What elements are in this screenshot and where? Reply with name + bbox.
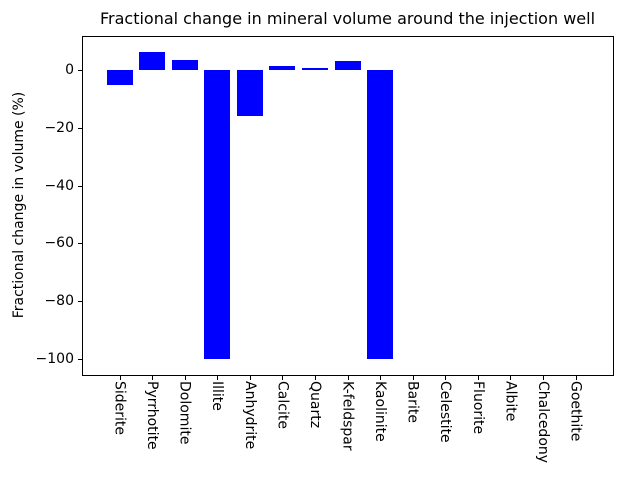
x-tick-label: Kaolinite — [372, 381, 389, 442]
y-tick-label: −80 — [44, 293, 74, 310]
x-tick — [282, 376, 284, 380]
x-tick-label: Goethite — [567, 381, 584, 442]
bar-calcite — [269, 66, 296, 71]
y-axis-label: Fractional change in volume (%) — [11, 91, 27, 319]
y-tick-label: −100 — [35, 350, 74, 367]
plot-area — [82, 36, 614, 376]
bar-kaolinite — [367, 70, 394, 359]
bar-quartz — [301, 67, 328, 71]
y-tick — [78, 358, 82, 360]
chart-title: Fractional change in mineral volume arou… — [99, 9, 596, 28]
x-tick — [249, 376, 251, 380]
bar-k-feldspar — [334, 60, 361, 71]
bar-anhydrite — [236, 70, 263, 117]
bar-pyrrhotite — [139, 52, 166, 71]
y-tick-label: −20 — [44, 119, 74, 136]
x-tick — [119, 376, 121, 380]
x-tick — [314, 376, 316, 380]
x-tick — [477, 376, 479, 380]
bar-siderite — [106, 70, 133, 85]
x-tick — [152, 376, 154, 380]
x-tick — [412, 376, 414, 380]
y-tick — [78, 243, 82, 245]
y-tick-label: 0 — [65, 62, 74, 79]
y-tick — [78, 185, 82, 187]
y-tick-label: −60 — [44, 235, 74, 252]
x-tick-label: Chalcedony — [534, 381, 551, 464]
x-tick-label: Dolomite — [176, 381, 193, 445]
x-tick — [575, 376, 577, 380]
y-tick — [78, 70, 82, 72]
x-tick-label: Albite — [502, 381, 519, 422]
x-tick — [217, 376, 219, 380]
x-tick-label: K-feldspar — [339, 381, 356, 451]
bar-illite — [204, 70, 231, 359]
x-tick-label: Calcite — [274, 381, 291, 429]
y-tick — [78, 127, 82, 129]
x-tick — [510, 376, 512, 380]
x-tick-label: Pyrrhotite — [144, 381, 161, 450]
x-tick — [445, 376, 447, 380]
x-tick-label: Celestite — [437, 381, 454, 443]
x-tick-label: Anhydrite — [241, 381, 258, 450]
x-tick — [542, 376, 544, 380]
x-tick-label: Quartz — [306, 381, 323, 429]
x-tick — [380, 376, 382, 380]
x-tick — [184, 376, 186, 380]
bar-dolomite — [171, 60, 198, 71]
y-tick-label: −40 — [44, 177, 74, 194]
x-tick — [347, 376, 349, 380]
y-tick — [78, 301, 82, 303]
x-tick-label: Barite — [404, 381, 421, 423]
x-tick-label: Illite — [209, 381, 226, 411]
x-tick-label: Fluorite — [469, 381, 486, 435]
x-tick-label: Siderite — [111, 381, 128, 436]
